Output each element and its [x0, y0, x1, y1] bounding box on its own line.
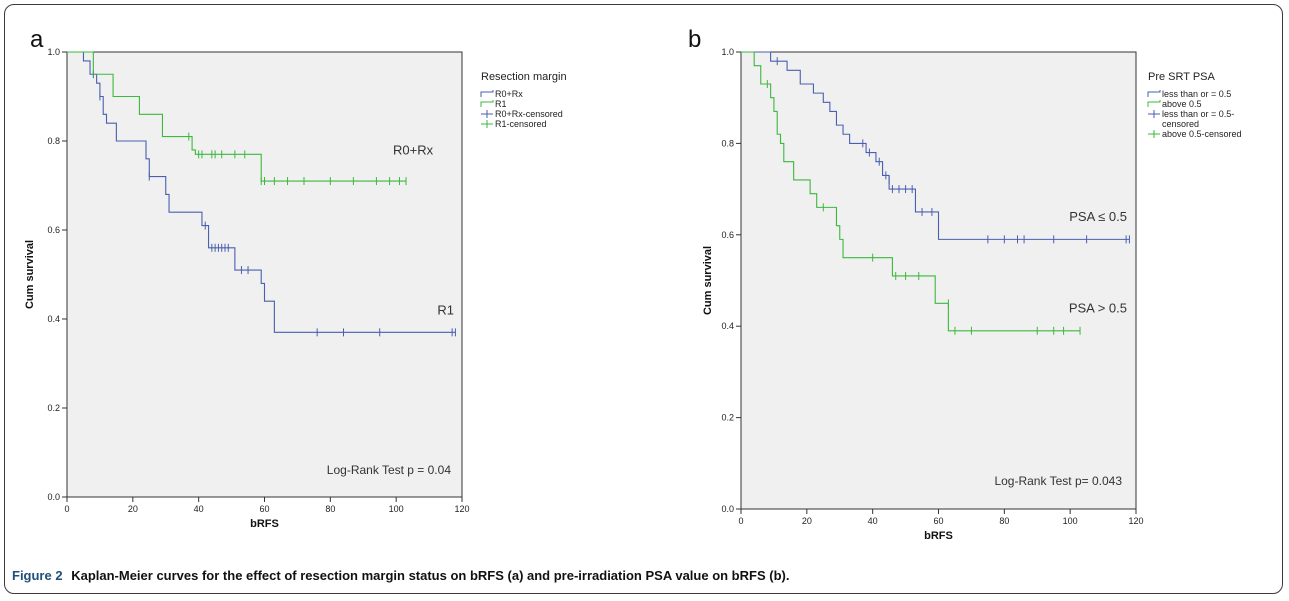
legend-entry-line: above 0.5: [1162, 99, 1202, 109]
legend-swatch-step: [1147, 100, 1161, 107]
y-tick-label: 1.0: [47, 47, 60, 57]
panel-a-letter: a: [30, 26, 44, 53]
legend-swatch-step: [480, 90, 494, 97]
survival-curve-1: [67, 51, 456, 333]
panel-b-letter: b: [688, 26, 701, 53]
y-axis-title: Cum survival: [24, 240, 36, 309]
y-tick-label: 0.8: [47, 136, 60, 146]
y-tick-label: 0.0: [47, 492, 60, 502]
legend-entry-line: above 0.5-censored: [1162, 129, 1242, 139]
x-tick-label: 120: [1128, 516, 1143, 526]
caption-text: Kaplan-Meier curves for the effect of re…: [71, 568, 789, 583]
x-tick-label: 0: [738, 516, 743, 526]
legend-swatch-step: [480, 100, 494, 107]
log-rank-annotation: Log-Rank Test p= 0.043: [994, 474, 1122, 488]
y-tick-label: 0.0: [721, 504, 734, 514]
y-tick-label: 0.6: [47, 225, 60, 235]
x-tick-label: 120: [454, 504, 469, 514]
log-rank-annotation: Log-Rank Test p = 0.04: [327, 463, 452, 477]
x-tick-label: 80: [325, 504, 335, 514]
legend-entry-line: less than or = 0.5: [1162, 89, 1231, 99]
curve-label: PSA > 0.5: [1069, 300, 1127, 315]
x-tick-label: 0: [64, 504, 69, 514]
legend-entry-2: R1: [495, 99, 507, 109]
legend-title: Pre SRT PSA: [1148, 71, 1216, 83]
legend-entry-4: above 0.5-censored: [1162, 129, 1242, 139]
x-tick-label: 40: [194, 504, 204, 514]
legend-entry-line: less than or = 0.5-: [1162, 109, 1234, 119]
curve-label: R1: [437, 303, 454, 318]
survival-curve-1: [741, 51, 1130, 240]
legend-entry-1: less than or = 0.5: [1162, 89, 1231, 99]
x-tick-label: 20: [802, 516, 812, 526]
caption-label: Figure 2: [12, 568, 63, 583]
x-tick-label: 40: [868, 516, 878, 526]
y-tick-label: 0.6: [721, 230, 734, 240]
x-tick-label: 20: [128, 504, 138, 514]
legend-title: Resection margin: [481, 71, 567, 83]
y-tick-label: 0.4: [721, 321, 734, 331]
x-tick-label: 60: [933, 516, 943, 526]
survival-curve-2: [741, 51, 1081, 332]
curve-label: PSA ≤ 0.5: [1069, 209, 1127, 224]
chart-b: 0 20 40 60 80 100 120 0.0 0.2 0.4 0.6 0.8 1.0 bRFS Cum…: [702, 47, 1242, 542]
figure-frame: [4, 4, 1283, 594]
y-tick-label: 0.4: [47, 314, 60, 324]
legend-entry-1: R0+Rx: [495, 89, 523, 99]
chart-a: 0 20 40 60 80 100 120 0.0 0.2 0.4 0.6 0.8 1.0 bRFS Cum…: [24, 47, 567, 530]
y-tick-label: 0.2: [721, 413, 734, 423]
curve-label: R0+Rx: [393, 142, 434, 157]
y-tick-label: 0.2: [47, 403, 60, 413]
survival-curve-2: [67, 51, 407, 182]
plot-area: [740, 51, 1137, 510]
legend-entry-line: R0+Rx: [495, 89, 523, 99]
x-tick-label: 100: [389, 504, 404, 514]
legend-entry-3: R0+Rx-censored: [495, 109, 563, 119]
legend-entry-4: R1-censored: [495, 119, 547, 129]
y-tick-label: 0.8: [721, 138, 734, 148]
figure-caption: Figure 2 Kaplan-Meier curves for the eff…: [12, 568, 789, 583]
legend-entry-line: R1-censored: [495, 119, 547, 129]
x-tick-label: 80: [999, 516, 1009, 526]
y-tick-label: 1.0: [721, 47, 734, 57]
legend-entry-line: R0+Rx-censored: [495, 109, 563, 119]
x-axis-title: bRFS: [924, 530, 953, 542]
x-axis-title: bRFS: [250, 518, 279, 530]
legend-entry-line: censored: [1162, 119, 1199, 129]
legend-entry-3: less than or = 0.5-censored: [1162, 109, 1234, 129]
x-tick-label: 100: [1063, 516, 1078, 526]
legend-entry-line: R1: [495, 99, 507, 109]
plot-area: [66, 51, 463, 498]
y-axis-title: Cum survival: [702, 246, 714, 315]
x-tick-label: 60: [259, 504, 269, 514]
legend-swatch-step: [1147, 90, 1161, 97]
legend-entry-2: above 0.5: [1162, 99, 1202, 109]
